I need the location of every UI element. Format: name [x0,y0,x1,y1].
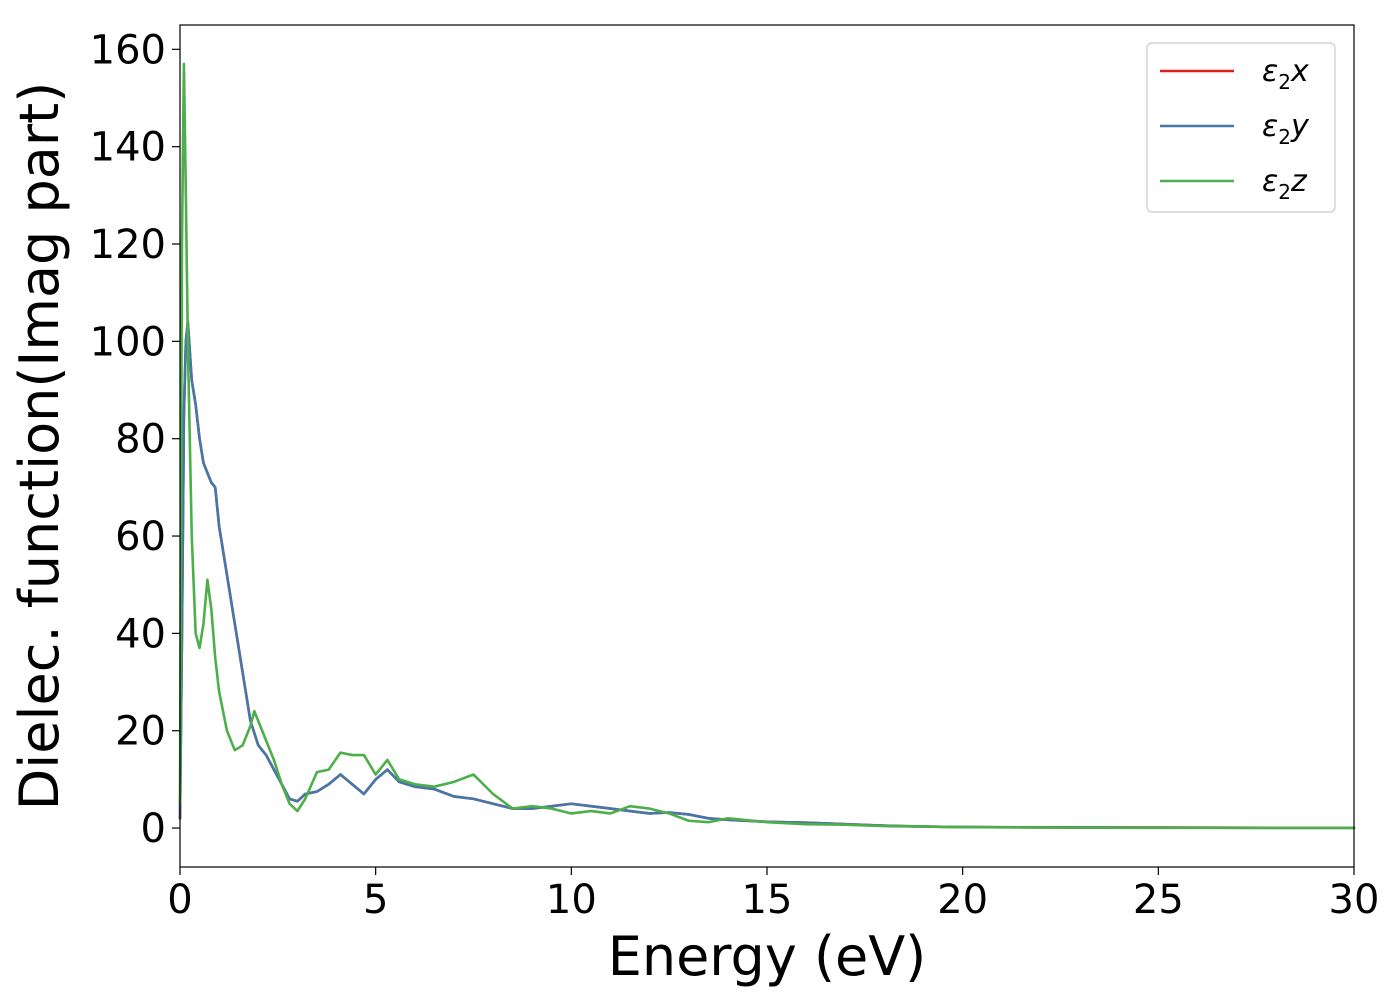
x-axis-ticks: 0 5 10 15 20 25 30 [167,867,1379,923]
legend-label-subscript: 2 [1278,180,1291,204]
legend-label-subscript: 2 [1278,125,1291,149]
x-tick-label: 5 [363,877,388,923]
series-layer [178,62,1356,830]
legend-item-z: ε2z [1160,164,1308,204]
y-tick-label: 120 [90,222,166,268]
y-axis-ticks: 0 20 40 60 80 100 120 140 160 [90,27,180,852]
y-tick-label: 80 [115,417,166,463]
y-tick-label: 160 [90,27,166,73]
legend-label-base: ε [1262,54,1278,89]
series-line-z [178,62,1356,830]
x-axis-title: Energy (eV) [608,925,927,988]
legend-label-axis: x [1290,54,1309,89]
x-tick-label: 20 [937,877,988,923]
x-tick-label: 0 [167,877,192,923]
legend-item-y: ε2y [1160,109,1310,149]
y-tick-label: 0 [141,806,166,852]
y-axis-title: Dielec. function(Imag part) [8,82,71,811]
y-tick-label: 20 [115,709,166,755]
legend-label: ε2z [1262,164,1308,204]
y-tick-label: 40 [115,611,166,657]
x-tick-label: 25 [1133,877,1184,923]
legend-label-subscript: 2 [1278,70,1291,94]
legend-item-x: ε2x [1160,54,1309,94]
legend-label: ε2y [1262,109,1310,149]
y-tick-label: 100 [90,319,166,365]
legend-box [1146,42,1336,213]
legend-label-axis: y [1290,109,1310,144]
x-tick-label: 15 [742,877,793,923]
y-tick-label: 60 [115,514,166,560]
legend-label: ε2x [1262,54,1309,94]
legend-label-axis: z [1290,164,1308,199]
plot-area [178,24,1356,868]
x-tick-label: 10 [546,877,597,923]
x-tick-label: 30 [1329,877,1380,923]
legend-label-base: ε [1262,164,1278,199]
legend-label-base: ε [1262,109,1278,144]
y-tick-label: 140 [90,125,166,171]
